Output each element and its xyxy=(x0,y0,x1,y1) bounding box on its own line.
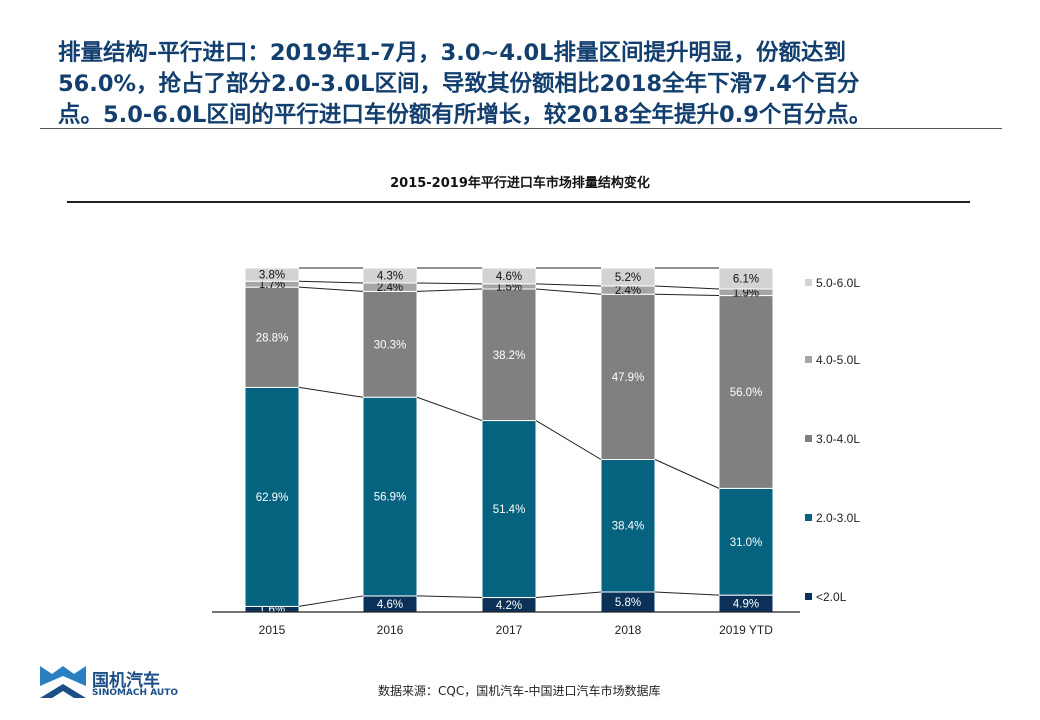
source-note: 数据来源：CQC，国机汽车-中国进口汽车市场数据库 xyxy=(378,684,661,698)
bar-segment xyxy=(600,267,656,287)
data-label: 4.3% xyxy=(377,271,403,283)
series-connector-line xyxy=(654,591,720,596)
legend-label: 5.0-6.0L xyxy=(816,276,860,290)
sinomach-logo-icon xyxy=(40,666,86,698)
bar-segment xyxy=(481,267,537,285)
legend-swatch xyxy=(805,356,812,363)
bar-segment xyxy=(244,386,300,607)
data-label: 38.4% xyxy=(612,521,645,533)
series-connector-line xyxy=(298,595,364,607)
divider xyxy=(40,128,1002,129)
series-connector-line xyxy=(654,293,720,297)
headline-line: 排量结构-平行进口：2019年1-7月，3.0~4.0L排量区间提升明显，份额达… xyxy=(58,40,847,66)
legend-swatch xyxy=(805,514,812,521)
data-label: 5.8% xyxy=(615,597,641,609)
logo-en: SINOMACH AUTO xyxy=(92,688,178,698)
data-label: 1.6% xyxy=(259,604,285,616)
data-label: 1.5% xyxy=(496,281,522,293)
x-tick-label: 2017 xyxy=(496,623,523,637)
bar-segment xyxy=(718,267,774,290)
divider xyxy=(67,201,970,203)
bar-segment xyxy=(481,288,537,422)
series-connector-line xyxy=(535,591,602,599)
series-connector-line xyxy=(298,280,364,284)
data-label: 2.4% xyxy=(615,285,641,297)
series-connector-line xyxy=(535,283,602,287)
data-label: 4.2% xyxy=(496,600,522,612)
data-label: 6.1% xyxy=(733,274,759,286)
data-label: 2.4% xyxy=(377,282,403,294)
series-connector-line xyxy=(416,288,483,292)
x-tick-label: 2018 xyxy=(615,623,642,637)
logo-cn: 国机汽车 xyxy=(92,671,160,691)
bar-segment xyxy=(600,293,656,460)
bar-segment xyxy=(600,458,656,593)
legend-swatch xyxy=(805,435,812,442)
data-label: 62.9% xyxy=(256,492,289,504)
series-connector-line xyxy=(535,288,602,295)
series-connector-line xyxy=(535,420,602,460)
bar-segment xyxy=(481,420,537,599)
data-label: 4.6% xyxy=(496,271,522,283)
x-tick-label: 2015 xyxy=(259,623,286,637)
data-label: 28.8% xyxy=(256,332,289,344)
bar-segment xyxy=(244,267,300,282)
headline-line: 56.0%，抢占了部分2.0-3.0L区间，导致其份额相比2018全年下滑7.4… xyxy=(58,71,860,97)
series-connector-line xyxy=(654,459,720,489)
x-tick-label: 2019 YTD xyxy=(719,623,773,637)
legend-swatch xyxy=(805,279,812,286)
data-label: 31.0% xyxy=(730,537,763,549)
x-tick-label: 2016 xyxy=(377,623,404,637)
series-connector-line xyxy=(416,595,483,599)
data-label: 1.7% xyxy=(259,279,285,291)
data-label: 3.8% xyxy=(259,270,285,282)
data-label: 51.4% xyxy=(493,504,526,516)
chart-title: 2015-2019年平行进口车市场排量结构变化 xyxy=(390,176,650,191)
series-connector-line xyxy=(298,386,364,398)
headline-line: 点。5.0-6.0L区间的平行进口车份额有所增长，较2018全年提升0.9个百分… xyxy=(58,102,872,128)
data-label: 47.9% xyxy=(612,372,645,384)
bar-segment xyxy=(718,295,774,489)
data-label: 4.6% xyxy=(377,599,403,611)
data-label: 38.2% xyxy=(493,350,526,362)
legend-label: 4.0-5.0L xyxy=(816,353,860,367)
legend-swatch xyxy=(805,593,812,600)
bar-segment xyxy=(362,267,418,284)
data-label: 30.3% xyxy=(374,339,407,351)
series-connector-line xyxy=(654,285,720,290)
bar-segment xyxy=(718,487,774,596)
data-label: 4.9% xyxy=(733,599,759,611)
legend-label: <2.0L xyxy=(816,590,847,604)
data-label: 56.9% xyxy=(374,492,407,504)
legend-label: 3.0-4.0L xyxy=(816,432,860,446)
series-connector-line xyxy=(298,286,364,292)
data-label: 56.0% xyxy=(730,387,763,399)
legend-label: 2.0-3.0L xyxy=(816,511,860,525)
data-label: 1.9% xyxy=(733,287,759,299)
data-label: 5.2% xyxy=(615,272,641,284)
headline: 排量结构-平行进口：2019年1-7月，3.0~4.0L排量区间提升明显，份额达… xyxy=(58,38,1018,131)
series-connector-line xyxy=(416,396,483,422)
series-connector-line xyxy=(416,282,483,285)
